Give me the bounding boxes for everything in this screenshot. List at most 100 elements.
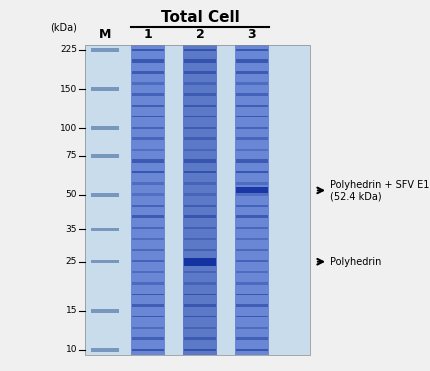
Bar <box>91 260 119 263</box>
Bar <box>91 227 119 231</box>
Bar <box>184 70 215 74</box>
Bar <box>184 337 215 340</box>
Bar <box>236 304 267 307</box>
Bar <box>184 282 215 285</box>
Bar <box>184 349 215 351</box>
Text: Polyhedrin + SFV E1K
(52.4 kDa): Polyhedrin + SFV E1K (52.4 kDa) <box>329 180 430 201</box>
Text: 225: 225 <box>60 46 77 55</box>
Bar <box>132 327 164 329</box>
Bar <box>131 45 165 355</box>
Bar <box>184 171 215 173</box>
Text: 35: 35 <box>65 225 77 234</box>
Bar <box>184 316 215 318</box>
Bar <box>132 237 164 240</box>
Bar <box>236 149 267 151</box>
Bar <box>85 45 309 355</box>
Bar <box>184 93 215 95</box>
Bar <box>236 260 267 262</box>
Bar <box>236 160 267 163</box>
Bar <box>91 309 119 313</box>
Bar <box>236 294 267 295</box>
Bar <box>184 227 215 229</box>
Bar <box>132 116 164 118</box>
Bar <box>236 227 267 229</box>
Bar <box>132 137 164 140</box>
Bar <box>184 105 215 106</box>
Bar <box>236 116 267 118</box>
Text: 2: 2 <box>195 29 204 42</box>
Bar <box>132 304 164 307</box>
Bar <box>132 337 164 340</box>
Bar <box>132 193 164 196</box>
Bar <box>183 45 216 355</box>
Bar <box>184 260 215 262</box>
Bar <box>236 249 267 251</box>
Bar <box>184 137 215 140</box>
Bar <box>132 149 164 151</box>
Text: 1: 1 <box>143 29 152 42</box>
Bar <box>236 49 267 51</box>
Bar <box>184 216 215 218</box>
Bar <box>236 70 267 74</box>
Bar <box>132 349 164 351</box>
Bar <box>236 327 267 329</box>
Bar <box>132 70 164 74</box>
Text: (kDa): (kDa) <box>50 22 77 32</box>
Bar <box>184 249 215 251</box>
Bar <box>132 127 164 129</box>
Text: 10: 10 <box>65 345 77 355</box>
Bar <box>236 182 267 185</box>
Bar <box>236 216 267 218</box>
Text: 150: 150 <box>60 85 77 93</box>
Bar <box>184 204 215 207</box>
Bar <box>236 59 267 63</box>
Bar <box>184 49 215 51</box>
Text: 3: 3 <box>247 29 256 42</box>
Bar <box>132 171 164 173</box>
Bar <box>236 105 267 106</box>
Bar <box>132 182 164 185</box>
Bar <box>236 93 267 95</box>
Bar <box>184 304 215 307</box>
Text: 100: 100 <box>60 124 77 133</box>
Bar <box>236 237 267 240</box>
Bar <box>132 216 164 218</box>
Text: 25: 25 <box>65 257 77 266</box>
Bar <box>184 294 215 295</box>
Text: 15: 15 <box>65 306 77 315</box>
Bar <box>132 59 164 63</box>
Bar <box>132 316 164 318</box>
Bar <box>91 87 119 91</box>
Bar <box>184 59 215 63</box>
Bar <box>132 249 164 251</box>
Bar <box>236 204 267 207</box>
Bar <box>91 348 119 352</box>
Bar <box>91 127 119 130</box>
Bar <box>184 182 215 185</box>
Bar <box>91 193 119 197</box>
Bar <box>184 127 215 129</box>
Bar <box>132 294 164 295</box>
Bar <box>236 171 267 173</box>
Bar <box>184 258 215 266</box>
Bar <box>85 45 309 355</box>
Bar <box>236 316 267 318</box>
Bar <box>132 82 164 85</box>
Bar <box>132 49 164 51</box>
Bar <box>184 149 215 151</box>
Bar <box>184 327 215 329</box>
Bar <box>236 82 267 85</box>
Bar <box>184 271 215 273</box>
Text: M: M <box>98 29 111 42</box>
Bar <box>184 237 215 240</box>
Bar <box>236 127 267 129</box>
Bar <box>132 105 164 106</box>
Bar <box>236 271 267 273</box>
Bar <box>236 349 267 351</box>
Bar <box>132 160 164 163</box>
Bar <box>236 282 267 285</box>
Bar <box>132 93 164 95</box>
Text: Polyhedrin: Polyhedrin <box>329 257 381 267</box>
Bar <box>236 187 267 193</box>
Text: Total Cell: Total Cell <box>160 10 239 24</box>
